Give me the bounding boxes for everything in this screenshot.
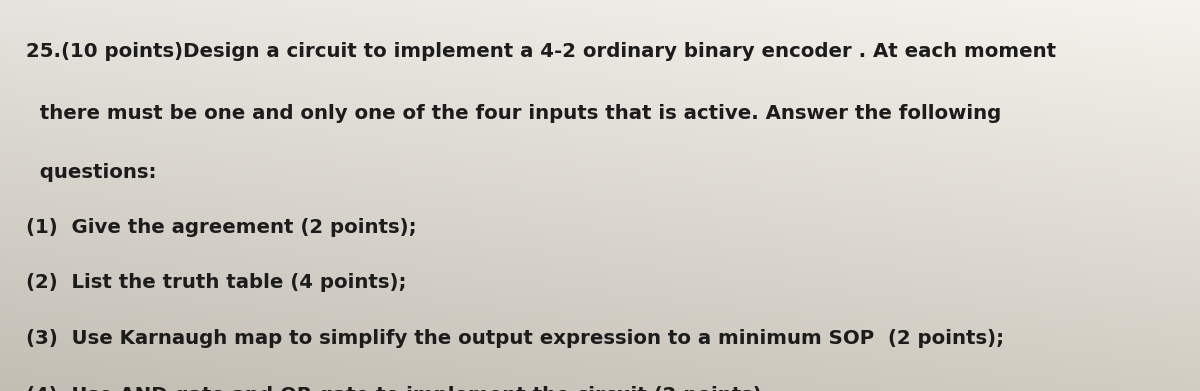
Text: questions:: questions: <box>26 163 157 182</box>
Text: there must be one and only one of the four inputs that is active. Answer the fol: there must be one and only one of the fo… <box>26 104 1002 123</box>
Text: (2)  List the truth table (4 points);: (2) List the truth table (4 points); <box>26 273 407 292</box>
Text: (3)  Use Karnaugh map to simplify the output expression to a minimum SOP  (2 poi: (3) Use Karnaugh map to simplify the out… <box>26 329 1004 348</box>
Text: (4)  Use AND gate and OR gate to implement the circuit (2 points).: (4) Use AND gate and OR gate to implemen… <box>26 386 769 391</box>
Text: (1)  Give the agreement (2 points);: (1) Give the agreement (2 points); <box>26 218 418 237</box>
Text: 25.(10 points)Design a circuit to implement a 4-2 ordinary binary encoder . At e: 25.(10 points)Design a circuit to implem… <box>26 41 1056 61</box>
